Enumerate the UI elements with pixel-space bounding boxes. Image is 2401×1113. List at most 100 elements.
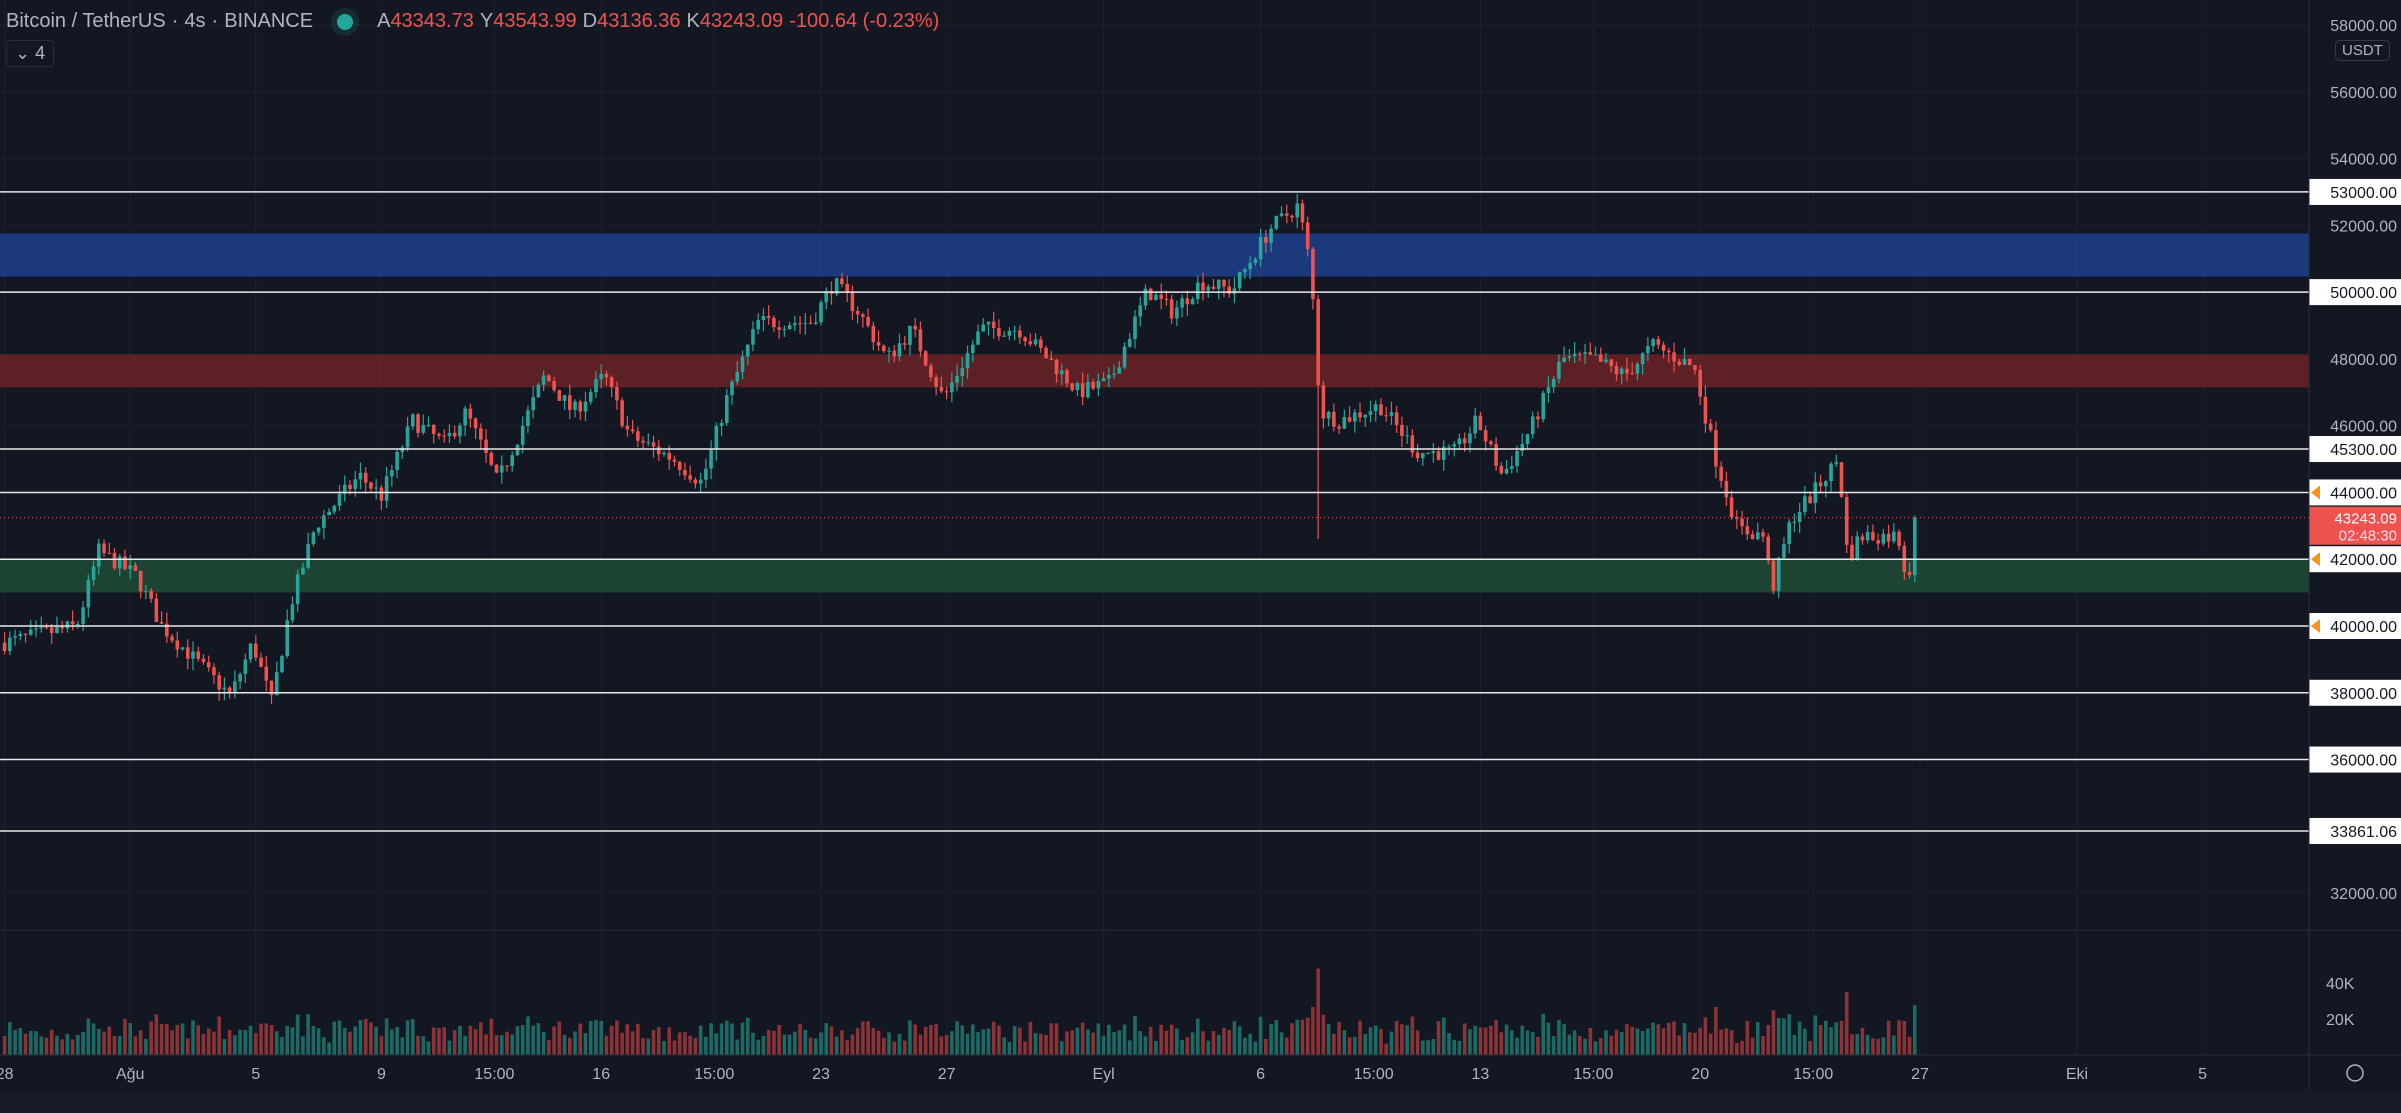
- volume-bar: [955, 1021, 959, 1055]
- volume-bar: [1321, 1014, 1326, 1055]
- volume-bar: [348, 1031, 352, 1055]
- volume-bar: [845, 1040, 849, 1055]
- candle-body: [473, 418, 478, 429]
- volume-bar: [1269, 1023, 1273, 1055]
- volume-bar: [1018, 1027, 1022, 1055]
- volume-bar: [505, 1031, 509, 1055]
- candle-body: [1269, 228, 1273, 243]
- candle-body: [1489, 441, 1493, 445]
- volume-bar: [766, 1029, 771, 1055]
- volume-bar: [499, 1035, 504, 1055]
- volume-bar: [76, 1034, 80, 1055]
- ohlc-low: D43136.36: [582, 10, 681, 32]
- candle-body: [1546, 387, 1551, 393]
- volume-bar: [547, 1040, 551, 1055]
- candle-body: [1834, 462, 1839, 464]
- volume-bar: [201, 1034, 206, 1055]
- candle-body: [1850, 544, 1854, 559]
- candle-body: [1264, 237, 1268, 243]
- volume-bar: [1483, 1027, 1488, 1055]
- candle-body: [1907, 571, 1912, 576]
- candle-body: [1792, 522, 1797, 524]
- candle-body: [1222, 279, 1226, 287]
- volume-bar: [1107, 1024, 1111, 1055]
- volume-bar: [1499, 1032, 1504, 1055]
- candle-body: [1687, 359, 1692, 366]
- candle-body: [1557, 361, 1561, 379]
- volume-bar: [960, 1025, 965, 1055]
- volume-axis-tick: 20K: [2326, 1012, 2355, 1029]
- volume-bar: [1740, 1040, 1744, 1055]
- candle-body: [1300, 203, 1305, 223]
- volume-bar: [1028, 1021, 1033, 1055]
- volume-bar: [39, 1036, 44, 1055]
- settings-gear-icon[interactable]: [2346, 1064, 2364, 1082]
- candle-body: [1452, 444, 1457, 447]
- candle-body: [1483, 430, 1488, 442]
- ohlc-open: A43343.73: [377, 10, 474, 32]
- candle-body: [819, 302, 823, 323]
- candle-body: [1358, 412, 1362, 418]
- time-axis-label: 27: [938, 1066, 956, 1083]
- candle-body: [1761, 532, 1765, 537]
- volume-bar: [866, 1021, 870, 1055]
- volume-bar: [337, 1020, 342, 1055]
- volume-bar: [515, 1026, 520, 1055]
- candle-body: [274, 672, 279, 696]
- price-line-label-box: [2309, 613, 2401, 639]
- time-axis-label: Eki: [2066, 1066, 2088, 1083]
- candle-body: [1818, 482, 1823, 487]
- candle-body: [505, 465, 509, 467]
- volume-bar: [458, 1025, 462, 1055]
- candle-body: [269, 680, 274, 696]
- candle-body: [1216, 279, 1221, 289]
- price-line-label: 44000.00: [2330, 485, 2397, 502]
- volume-bar: [887, 1032, 891, 1055]
- time-axis-label: 15:00: [1573, 1066, 1613, 1083]
- candle-body: [452, 432, 457, 437]
- market-status-icon[interactable]: [337, 13, 354, 30]
- candle-body: [1803, 496, 1807, 513]
- candle-body: [1504, 468, 1509, 474]
- volume-bar: [677, 1032, 682, 1055]
- currency-badge[interactable]: USDT: [2335, 40, 2390, 61]
- candle-body: [1080, 383, 1085, 398]
- time-axis-label: 16: [592, 1066, 610, 1083]
- candle-body: [1368, 411, 1373, 415]
- volume-bar: [1567, 1034, 1572, 1055]
- volume-bar: [756, 1039, 760, 1055]
- candle-body: [850, 292, 855, 312]
- volume-bar: [1311, 1006, 1315, 1055]
- candle-body: [1164, 298, 1169, 300]
- candle-body: [1630, 373, 1634, 375]
- candle-body: [1342, 417, 1347, 429]
- volume-bar: [1677, 1035, 1682, 1055]
- candle-body: [1159, 294, 1163, 299]
- volume-bar: [332, 1021, 337, 1055]
- interval[interactable]: 4s: [184, 10, 206, 32]
- candle-body: [363, 472, 368, 483]
- volume-bar: [662, 1041, 666, 1055]
- candle-body: [845, 284, 849, 293]
- symbol-name[interactable]: Bitcoin / TetherUS: [6, 10, 166, 32]
- candle-body: [761, 316, 766, 320]
- candle-body: [934, 377, 938, 387]
- volume-bar: [342, 1027, 347, 1055]
- volume-bar: [1227, 1029, 1231, 1055]
- candle-body: [1028, 341, 1033, 345]
- volume-bar: [594, 1019, 598, 1055]
- candle-body: [138, 570, 143, 592]
- candle-body: [1844, 497, 1849, 545]
- candle-body: [23, 633, 28, 635]
- candle-body: [91, 566, 96, 580]
- indicators-toggle-button[interactable]: ⌄ 4: [6, 40, 55, 67]
- price-line-label-box: [2309, 279, 2401, 306]
- volume-bar: [18, 1027, 23, 1055]
- volume-bar: [1813, 1015, 1818, 1055]
- volume-bar: [1180, 1039, 1184, 1055]
- candle-body: [918, 329, 923, 352]
- volume-bar: [165, 1024, 169, 1055]
- volume-bar: [175, 1024, 180, 1055]
- volume-bar: [1850, 1034, 1854, 1055]
